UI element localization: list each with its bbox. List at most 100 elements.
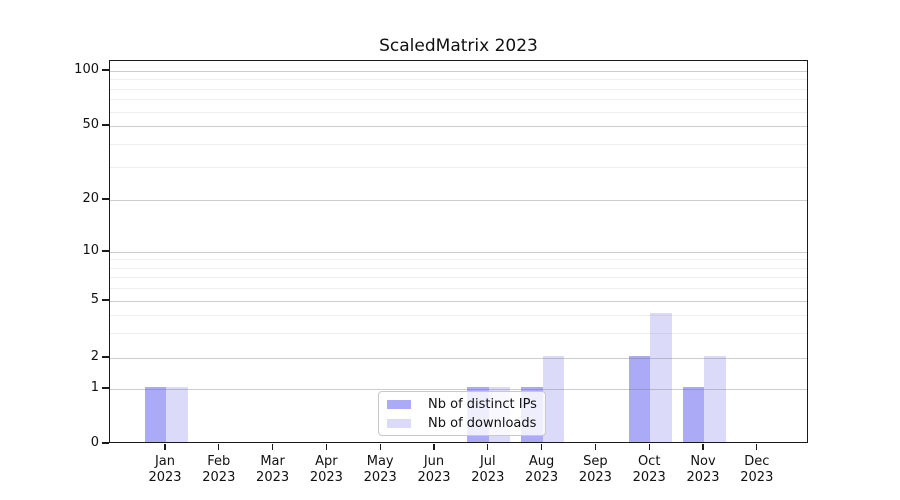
y-axis-tick bbox=[102, 198, 109, 200]
x-axis-tick bbox=[272, 444, 274, 450]
minor-gridline bbox=[110, 111, 807, 113]
x-tick-label-dec: Dec 2023 bbox=[725, 454, 789, 485]
x-tick-month: Apr bbox=[315, 454, 338, 469]
x-tick-month: Mar bbox=[260, 454, 285, 469]
minor-gridline bbox=[110, 277, 807, 279]
bar-nb-of-distinct-ips-nov bbox=[682, 387, 704, 442]
bar-nb-of-downloads-jan bbox=[166, 387, 188, 442]
x-tick-month: Jan bbox=[154, 454, 176, 469]
x-tick-year: 2023 bbox=[686, 469, 720, 485]
x-axis-tick bbox=[433, 444, 435, 450]
x-axis-tick bbox=[648, 444, 650, 450]
x-tick-month: Jun bbox=[423, 454, 445, 469]
x-tick-year: 2023 bbox=[202, 469, 236, 485]
minor-gridline bbox=[110, 259, 807, 261]
x-tick-label-may: May 2023 bbox=[348, 454, 412, 485]
x-tick-month: Feb bbox=[207, 454, 231, 469]
minor-gridline bbox=[110, 314, 807, 316]
x-axis-tick bbox=[541, 444, 543, 450]
x-tick-label-feb: Feb 2023 bbox=[187, 454, 251, 485]
y-tick-label: 20 bbox=[82, 190, 99, 206]
y-axis-tick bbox=[102, 442, 109, 444]
x-axis-tick bbox=[379, 444, 381, 450]
y-tick-label: 50 bbox=[82, 116, 99, 132]
minor-gridline bbox=[110, 144, 807, 145]
minor-gridline bbox=[110, 88, 807, 90]
y-tick-label: 10 bbox=[82, 243, 99, 258]
y-axis-tick bbox=[102, 250, 109, 252]
x-tick-label-aug: Aug 2023 bbox=[510, 454, 574, 485]
y-axis-tick bbox=[102, 124, 109, 126]
x-tick-year: 2023 bbox=[525, 469, 559, 485]
bar-nb-of-distinct-ips-jan bbox=[144, 387, 166, 442]
y-axis-tick bbox=[102, 299, 109, 301]
x-tick-label-apr: Apr 2023 bbox=[294, 454, 358, 485]
x-tick-label-jun: Jun 2023 bbox=[402, 454, 466, 485]
x-axis-tick bbox=[594, 444, 596, 450]
legend-entry: Nb of distinct IPs bbox=[387, 396, 537, 412]
major-gridline bbox=[110, 389, 807, 390]
x-tick-label-jul: Jul 2023 bbox=[456, 454, 520, 485]
x-tick-year: 2023 bbox=[363, 469, 397, 485]
x-tick-month: Dec bbox=[744, 454, 770, 469]
x-tick-month: Sep bbox=[583, 454, 608, 469]
bar-nb-of-downloads-aug bbox=[542, 356, 565, 442]
x-tick-year: 2023 bbox=[309, 469, 343, 485]
x-axis-tick bbox=[218, 444, 220, 450]
x-tick-label-jan: Jan 2023 bbox=[133, 454, 197, 485]
major-gridline bbox=[110, 358, 807, 360]
x-tick-year: 2023 bbox=[632, 469, 666, 485]
x-axis-tick bbox=[702, 444, 704, 450]
y-axis-tick bbox=[102, 387, 109, 389]
y-tick-label: 2 bbox=[90, 349, 99, 365]
bar-nb-of-downloads-oct bbox=[650, 312, 672, 442]
y-tick-label: 100 bbox=[74, 61, 99, 77]
x-axis-tick bbox=[164, 444, 166, 450]
x-axis-tick bbox=[756, 444, 758, 450]
minor-gridline bbox=[110, 79, 807, 81]
bar-nb-of-distinct-ips-oct bbox=[628, 356, 651, 442]
x-tick-year: 2023 bbox=[471, 469, 505, 485]
major-gridline bbox=[110, 70, 807, 72]
major-gridline bbox=[110, 125, 807, 127]
minor-gridline bbox=[110, 332, 807, 334]
legend: Nb of distinct IPs Nb of downloads bbox=[378, 391, 546, 436]
y-tick-label: 1 bbox=[90, 380, 99, 395]
minor-gridline bbox=[110, 267, 807, 269]
major-gridline bbox=[110, 252, 807, 253]
x-axis-tick bbox=[325, 444, 327, 450]
legend-swatch-nb-of-distinct-ips bbox=[387, 399, 411, 409]
x-axis-tick bbox=[487, 444, 489, 450]
x-tick-year: 2023 bbox=[256, 469, 290, 485]
chart-title: ScaledMatrix 2023 bbox=[379, 36, 538, 56]
x-tick-year: 2023 bbox=[417, 469, 451, 485]
legend-swatch-nb-of-downloads bbox=[387, 418, 411, 428]
x-tick-month: Aug bbox=[528, 454, 555, 469]
x-tick-year: 2023 bbox=[740, 469, 774, 485]
plot-area bbox=[109, 60, 808, 443]
minor-gridline bbox=[110, 167, 807, 169]
bar-nb-of-downloads-nov bbox=[704, 356, 726, 442]
y-tick-label: 0 bbox=[90, 435, 99, 450]
x-tick-year: 2023 bbox=[578, 469, 612, 485]
legend-entry: Nb of downloads bbox=[387, 415, 537, 431]
major-gridline bbox=[110, 199, 807, 201]
x-tick-label-nov: Nov 2023 bbox=[671, 454, 735, 485]
major-gridline bbox=[110, 300, 807, 302]
minor-gridline bbox=[110, 288, 807, 290]
legend-label: Nb of downloads bbox=[428, 415, 537, 431]
x-tick-year: 2023 bbox=[148, 469, 182, 485]
x-tick-month: May bbox=[366, 454, 394, 469]
x-tick-month: Nov bbox=[690, 454, 716, 469]
minor-gridline bbox=[110, 99, 807, 101]
y-axis-tick bbox=[102, 356, 109, 358]
y-tick-label: 5 bbox=[90, 291, 99, 307]
x-tick-label-oct: Oct 2023 bbox=[617, 454, 681, 485]
legend-label: Nb of distinct IPs bbox=[428, 396, 537, 412]
x-tick-month: Jul bbox=[479, 454, 496, 469]
y-axis-tick bbox=[102, 69, 109, 71]
x-tick-label-sep: Sep 2023 bbox=[563, 454, 627, 485]
x-tick-month: Oct bbox=[637, 454, 661, 469]
x-tick-label-mar: Mar 2023 bbox=[241, 454, 305, 485]
